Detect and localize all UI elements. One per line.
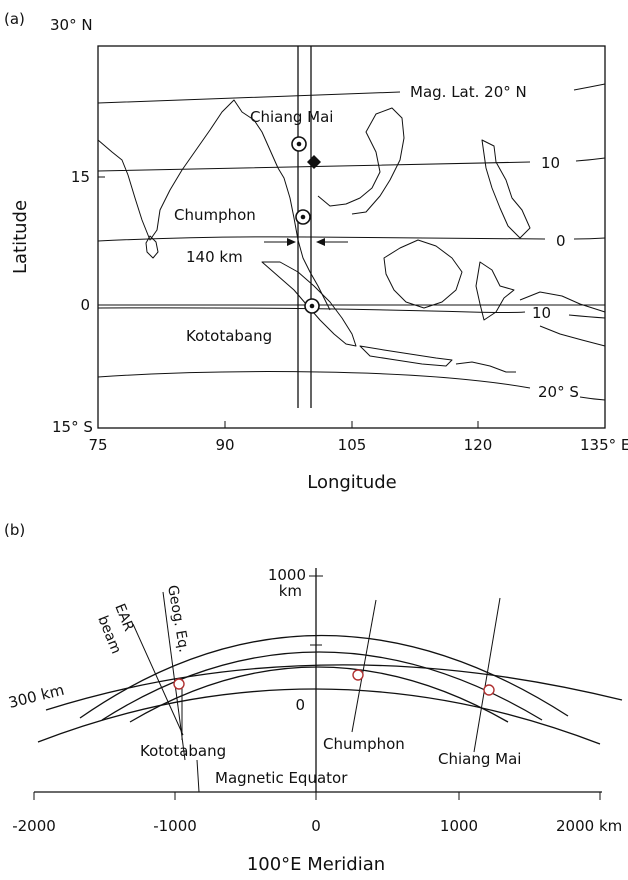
ear-beam-line [132,623,184,736]
mag-lat-line-10n [97,157,606,172]
coastline-sri-lanka [145,235,159,259]
chumphon-radial-line [351,599,377,733]
mag-lat-label-20s: 20° S [538,383,579,401]
y-tick-label-15s: 15° S [52,418,93,436]
mag-lat-label-10s: 10 [532,304,551,322]
panel-b-x-ticks [33,792,601,800]
mag-lat-label-0: 0 [556,232,566,250]
mag-lat-line-0 [97,236,606,242]
station-label-kototabang: Kototabang [186,327,272,345]
station-label-chiang-mai: Chiang Mai [250,108,333,126]
coastline-myanmar-thai [277,167,331,311]
coastline-sulawesi [475,261,515,321]
panel-b-label: (b) [4,521,25,539]
b-x-tick-label-0: 0 [311,817,321,835]
chiang-mai-radial-line [473,597,501,753]
coastline-new-guinea [519,291,606,347]
x-tick-label-90: 90 [215,436,234,454]
chiang-mai-label-b: Chiang Mai [438,750,521,768]
mag-lat-line-20n [97,83,606,104]
coastline-philippines [481,139,531,239]
distance-label: 140 km [186,248,243,266]
magnetic-equator-label: Magnetic Equator [215,769,348,787]
distance-arrowhead-right [316,238,325,246]
geog-eq-label: Geog. Eq. [164,584,192,654]
panel-a-label: (a) [4,10,25,28]
chumphon-label-b: Chumphon [323,735,405,753]
kototabang-label-b: Kototabang [140,742,226,760]
mag-lat-label-10n: 10 [541,154,560,172]
field-line-inner [129,666,509,723]
b-y-label-km: km [279,582,302,600]
x-tick-label-120: 120 [464,436,493,454]
x-tick-label-135e: 135° E [580,436,628,454]
station-label-chumphon: Chumphon [174,206,256,224]
coastline-lesser-sunda [455,361,516,373]
station-marker-kototabang [304,298,320,314]
distance-arrowhead-left [287,238,296,246]
y-tick-label-30n: 30° N [50,16,93,34]
altitude-300km-arc [45,664,623,711]
x-tick-label-75: 75 [88,436,107,454]
y-axis-title-latitude: Latitude [10,200,31,274]
coastline-java [359,345,453,367]
field-line-middle [101,651,543,721]
b-y-label-1000: 1000 [268,566,306,584]
b-y-label-0: 0 [295,696,305,714]
x-tick-label-105: 105 [338,436,367,454]
b-x-tick-label-neg2000: -2000 [12,817,56,835]
mag-lat-label-20n: Mag. Lat. 20° N [410,83,527,101]
b-x-tick-label-neg1000: -1000 [153,817,197,835]
station-marker-chiang-mai [291,136,307,152]
y-tick-label-0: 0 [80,296,90,314]
coastline-indochina [317,107,405,215]
diamond-marker [307,155,321,169]
station-marker-chumphon [295,209,311,225]
panel-a-ticks [97,45,606,429]
earth-surface-arc [37,688,601,745]
mag-lat-line-20s [97,371,606,401]
station-marker-kototabang-b [173,678,185,690]
y-tick-label-15: 15 [71,168,90,186]
coastline-borneo [383,239,463,309]
station-marker-chumphon-b [352,669,364,681]
x-axis-title-longitude: Longitude [307,472,397,493]
field-line-outer [79,634,569,719]
station-marker-chiang-mai-b [483,684,495,696]
b-x-axis-title: 100°E Meridian [247,854,385,875]
b-x-tick-label-1000: 1000 [440,817,478,835]
magnetic-equator-line [196,759,200,793]
mag-lat-line-10s [97,307,606,319]
coastline-india [97,99,279,241]
b-x-tick-label-2000km: 2000 km [556,817,622,835]
